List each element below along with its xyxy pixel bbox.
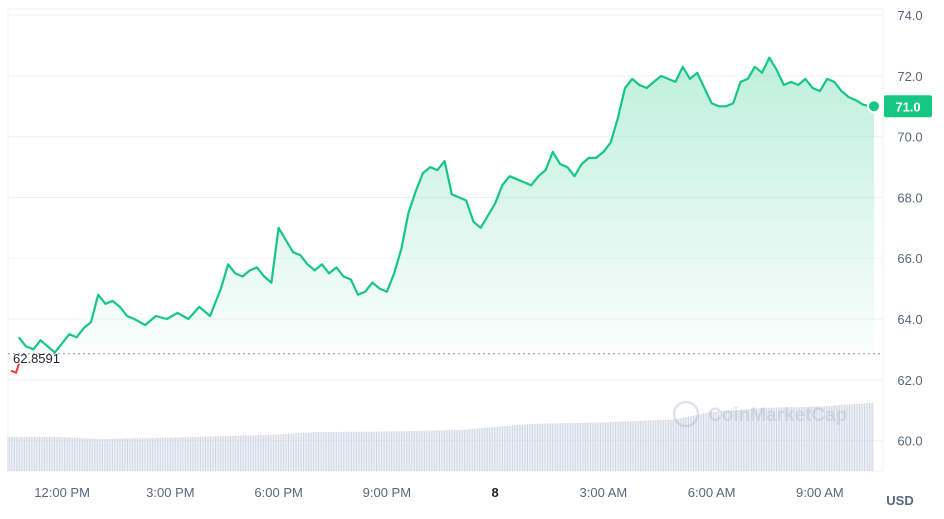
x-tick-label: 12:00 PM xyxy=(34,485,90,500)
currency-label: USD xyxy=(886,493,913,508)
price-line xyxy=(17,56,874,354)
volume-bars xyxy=(7,402,874,471)
coinmarketcap-logo-icon xyxy=(672,400,700,428)
watermark-text: CoinMarketCap xyxy=(708,405,847,426)
price-down-marker xyxy=(10,363,20,375)
y-tick-label: 66.0 xyxy=(897,251,922,266)
last-price-dot xyxy=(866,99,881,114)
coinmarketcap-watermark: CoinMarketCap xyxy=(672,400,847,428)
last-price-badge-text: 71.0 xyxy=(895,99,920,114)
x-tick-label: 9:00 AM xyxy=(796,485,844,500)
x-tick-label: 3:00 AM xyxy=(580,485,628,500)
open-price-label: 62.8591 xyxy=(13,351,60,366)
x-tick-label: 3:00 PM xyxy=(146,485,194,500)
price-area-fill xyxy=(18,57,875,354)
y-axis: 74.0 72.0 70.0 68.0 66.0 64.0 62.0 60.0 xyxy=(897,8,922,449)
plot-frame xyxy=(7,8,884,472)
y-tick-label: 72.0 xyxy=(897,69,922,84)
y-tick-label: 68.0 xyxy=(897,190,922,205)
x-tick-label: 9:00 PM xyxy=(363,485,411,500)
x-tick-label: 6:00 AM xyxy=(688,485,736,500)
y-tick-label: 74.0 xyxy=(897,8,922,23)
last-price-badge: 71.0 xyxy=(884,95,932,118)
y-tick-label: 60.0 xyxy=(897,434,922,449)
x-tick-label: 8 xyxy=(491,485,498,500)
x-tick-label: 6:00 PM xyxy=(254,485,302,500)
x-axis: 12:00 PM 3:00 PM 6:00 PM 9:00 PM 8 3:00 AM 6:0… xyxy=(34,485,843,500)
y-tick-label: 64.0 xyxy=(897,312,922,327)
y-tick-label: 62.0 xyxy=(897,373,922,388)
last-price-badge-bg xyxy=(884,95,932,118)
y-tick-label: 70.0 xyxy=(897,130,922,145)
